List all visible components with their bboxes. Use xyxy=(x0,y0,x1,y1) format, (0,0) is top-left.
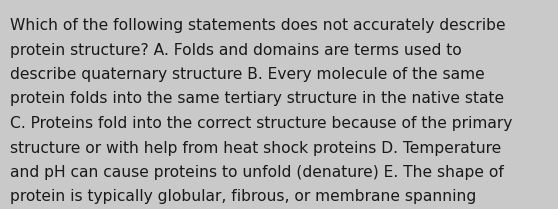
Text: C. Proteins fold into the correct structure because of the primary: C. Proteins fold into the correct struct… xyxy=(10,116,512,131)
Text: Which of the following statements does not accurately describe: Which of the following statements does n… xyxy=(10,18,506,33)
Text: protein is typically globular, fibrous, or membrane spanning: protein is typically globular, fibrous, … xyxy=(10,190,476,204)
Text: protein structure? A. Folds and domains are terms used to: protein structure? A. Folds and domains … xyxy=(10,42,462,57)
Text: describe quaternary structure B. Every molecule of the same: describe quaternary structure B. Every m… xyxy=(10,67,485,82)
Text: structure or with help from heat shock proteins D. Temperature: structure or with help from heat shock p… xyxy=(10,140,501,155)
Text: and pH can cause proteins to unfold (denature) E. The shape of: and pH can cause proteins to unfold (den… xyxy=(10,165,504,180)
Text: protein folds into the same tertiary structure in the native state: protein folds into the same tertiary str… xyxy=(10,92,504,107)
